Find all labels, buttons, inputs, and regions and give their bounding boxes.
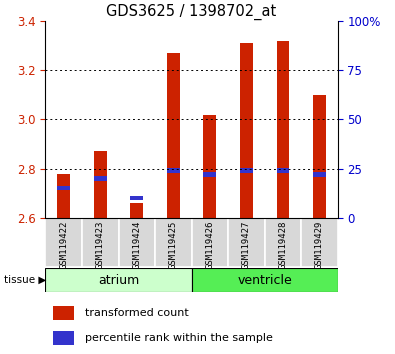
Bar xyxy=(130,203,143,218)
Bar xyxy=(57,186,70,190)
Text: GSM119422: GSM119422 xyxy=(59,221,68,269)
Text: GSM119426: GSM119426 xyxy=(205,221,214,269)
Bar xyxy=(301,218,338,267)
Bar xyxy=(53,306,74,320)
Bar xyxy=(45,268,192,292)
Bar xyxy=(167,169,180,173)
Text: ventricle: ventricle xyxy=(237,274,292,286)
Bar xyxy=(192,268,338,292)
Text: GSM119428: GSM119428 xyxy=(278,221,288,269)
Bar xyxy=(53,331,74,344)
Bar xyxy=(57,173,70,218)
Text: GSM119425: GSM119425 xyxy=(169,221,178,269)
Bar xyxy=(313,95,326,218)
Bar xyxy=(228,218,265,267)
Bar xyxy=(130,196,143,200)
Text: GSM119423: GSM119423 xyxy=(96,221,105,269)
Bar xyxy=(240,43,253,218)
Bar xyxy=(192,218,228,267)
Text: GSM119427: GSM119427 xyxy=(242,221,251,269)
Bar xyxy=(203,172,216,177)
Bar xyxy=(82,218,118,267)
Text: GSM119424: GSM119424 xyxy=(132,221,141,269)
Bar xyxy=(155,218,192,267)
Bar xyxy=(203,115,216,218)
Bar xyxy=(276,169,289,173)
Bar xyxy=(94,152,107,218)
Text: atrium: atrium xyxy=(98,274,139,286)
Bar xyxy=(167,53,180,218)
Text: transformed count: transformed count xyxy=(85,308,188,318)
Bar xyxy=(276,41,289,218)
Bar xyxy=(313,172,326,177)
Text: percentile rank within the sample: percentile rank within the sample xyxy=(85,332,273,343)
Bar xyxy=(240,169,253,173)
Bar xyxy=(265,218,301,267)
Bar xyxy=(94,176,107,181)
Bar xyxy=(45,218,82,267)
Text: tissue ▶: tissue ▶ xyxy=(4,275,46,285)
Text: GSM119429: GSM119429 xyxy=(315,221,324,269)
Bar xyxy=(118,218,155,267)
Title: GDS3625 / 1398702_at: GDS3625 / 1398702_at xyxy=(106,4,277,20)
